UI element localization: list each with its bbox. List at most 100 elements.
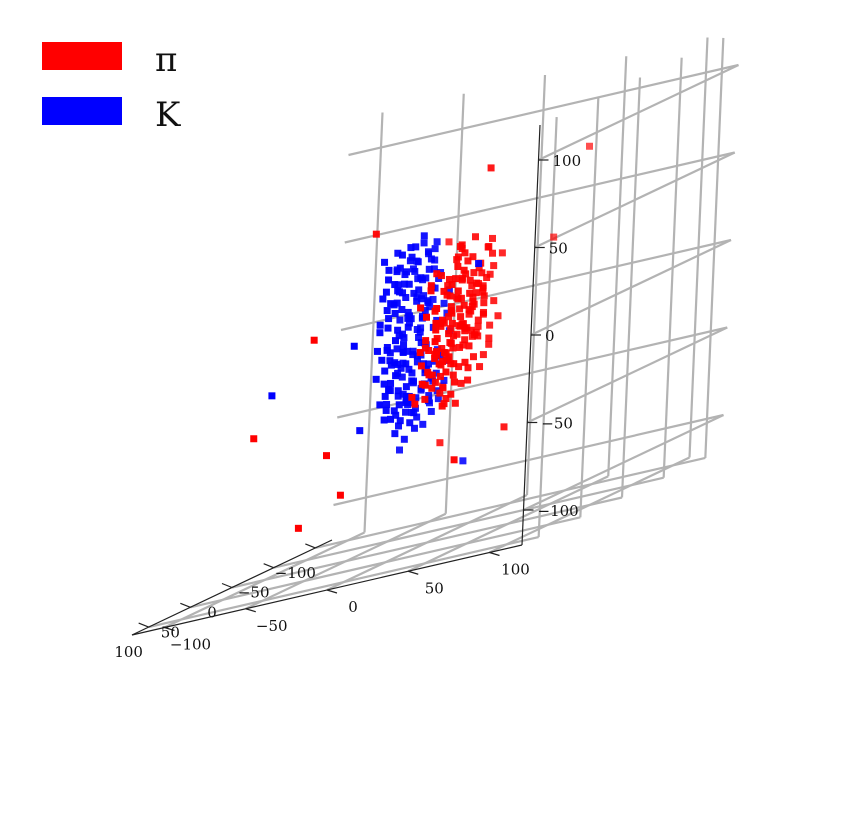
legend-swatch-pi <box>42 42 122 70</box>
point-k-14 <box>415 286 423 294</box>
point-pi-83 <box>470 331 478 339</box>
point-k-98 <box>417 386 425 394</box>
point-pi-153 <box>433 270 441 278</box>
z-tick-label-4: 100 <box>553 152 582 170</box>
point-k-90 <box>410 424 418 432</box>
point-k-148 <box>382 288 390 296</box>
point-pi-111 <box>489 234 496 242</box>
z-tick-label-0: −100 <box>538 502 579 520</box>
legend-label-k: K <box>155 95 181 135</box>
point-k-163 <box>411 267 419 275</box>
point-k-149 <box>397 364 405 372</box>
back-wall-grid-z-2 <box>530 239 732 336</box>
point-pi-114 <box>472 233 479 241</box>
point-pi-45 <box>461 336 469 344</box>
point-k-133 <box>396 417 404 425</box>
floor-grid-y-4 <box>489 456 690 554</box>
point-pi-126 <box>489 249 497 257</box>
point-k-160 <box>413 297 421 305</box>
point-pi-138 <box>469 353 477 361</box>
point-pi-90 <box>480 299 488 307</box>
point-k-153 <box>391 430 399 438</box>
point-k-188 <box>356 427 364 435</box>
point-k-143 <box>431 284 439 292</box>
point-k-185 <box>405 280 413 288</box>
point-pi-156 <box>468 303 476 311</box>
point-k-29 <box>407 399 415 407</box>
x-tick-label-0: −100 <box>275 564 316 582</box>
point-pi-123 <box>436 389 444 397</box>
point-k-27 <box>392 337 399 345</box>
point-k-17 <box>424 397 432 405</box>
point-pi-0 <box>445 313 453 321</box>
point-k-183 <box>411 404 419 412</box>
point-k-64 <box>420 239 428 247</box>
point-k-115 <box>414 258 422 266</box>
point-k-83 <box>408 253 416 261</box>
point-pi-125 <box>459 320 467 328</box>
point-k-120 <box>426 302 434 310</box>
point-pi-19 <box>460 301 468 309</box>
point-pi-95 <box>435 360 443 368</box>
y-tick-label-2: 0 <box>348 598 358 616</box>
point-pi-50 <box>431 355 439 362</box>
y-tick-label-0: −100 <box>170 636 211 654</box>
point-pi-170 <box>336 491 344 499</box>
point-pi-101 <box>442 368 450 376</box>
point-pi-18 <box>457 313 465 321</box>
point-pi-72 <box>480 292 488 300</box>
point-k-96 <box>378 356 386 364</box>
point-pi-165 <box>250 435 258 443</box>
point-k-146 <box>409 351 417 359</box>
point-k-150 <box>394 249 402 257</box>
point-k-119 <box>385 276 393 284</box>
floor-grid-y-2 <box>326 494 528 591</box>
point-k-136 <box>398 251 406 259</box>
point-pi-127 <box>421 395 429 403</box>
x-tick-label-3: 50 <box>161 623 180 641</box>
point-pi-145 <box>451 399 459 407</box>
y-tick-mark-4 <box>489 551 500 557</box>
point-k-92 <box>402 294 410 301</box>
point-pi-65 <box>455 363 463 371</box>
point-k-16 <box>376 329 384 337</box>
point-pi-20 <box>450 332 458 340</box>
point-pi-6 <box>483 274 491 281</box>
point-k-85 <box>395 332 403 340</box>
y-tick-label-1: −50 <box>256 617 288 635</box>
point-pi-34 <box>417 362 425 370</box>
point-pi-135 <box>485 334 493 342</box>
point-k-91 <box>391 310 399 317</box>
point-k-189 <box>268 392 276 400</box>
point-pi-139 <box>454 263 462 270</box>
point-k-162 <box>408 369 416 377</box>
point-pi-82 <box>440 287 448 295</box>
x-tick-mark-3 <box>180 602 191 608</box>
tick-labels: −100 −50 0 50 100 −100 −50 0 50 100 −100 −50 0 50 100 <box>114 152 581 661</box>
point-pi-109 <box>411 400 419 408</box>
point-k-132 <box>427 255 435 263</box>
point-pi-26 <box>422 337 430 345</box>
point-k-118 <box>383 400 391 408</box>
y-tick-mark-1 <box>245 608 256 613</box>
point-pi-12 <box>466 289 474 297</box>
point-k-79 <box>379 295 387 303</box>
point-k-97 <box>422 274 430 282</box>
point-k-106 <box>425 360 432 368</box>
point-pi-128 <box>464 364 472 372</box>
point-k-33 <box>372 375 380 383</box>
point-pi-142 <box>486 321 494 329</box>
point-pi-173 <box>450 456 458 464</box>
point-pi-147 <box>417 304 425 312</box>
point-k-68 <box>394 360 402 368</box>
point-pi-169 <box>550 233 558 241</box>
point-k-4 <box>383 346 391 354</box>
z-tick-label-2: 0 <box>545 327 555 345</box>
point-k-26 <box>440 376 448 384</box>
point-pi-3 <box>469 293 477 301</box>
point-k-175 <box>392 411 400 419</box>
point-k-126 <box>399 348 407 355</box>
point-k-20 <box>405 312 413 320</box>
point-k-99 <box>405 365 413 373</box>
y-tick-label-4: 100 <box>501 561 530 579</box>
